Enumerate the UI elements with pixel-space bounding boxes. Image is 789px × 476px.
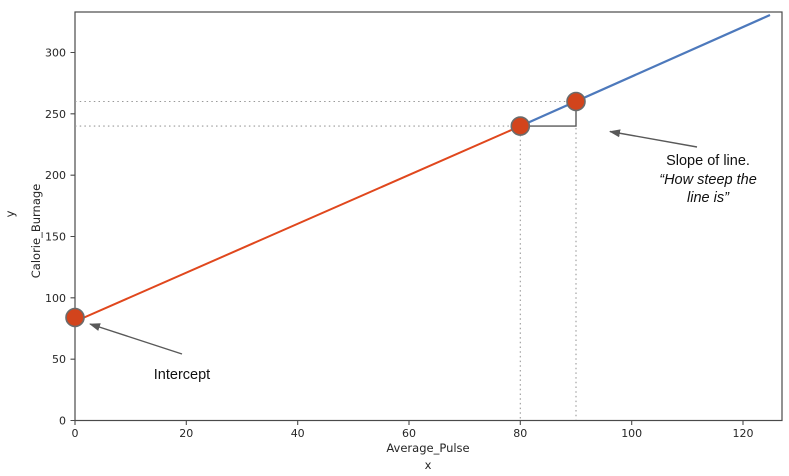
y-tick-label: 200 [45,169,66,182]
x-tick-label: 80 [513,427,527,440]
y-axis-tick-marks [70,51,75,422]
slope-label-line-2: “How steep the [659,172,757,188]
y-tick-label: 0 [59,415,66,428]
slope-arrow [609,129,698,148]
slope-rise-point [566,91,586,112]
slope-label-line-3: line is” [687,190,730,206]
y-tick-label: 300 [45,47,66,60]
regression-line-blue-segment [519,13,771,128]
plot-border [74,11,783,422]
y-axis-title: Calorie_Burnage [29,184,43,278]
slope-run-point [510,116,531,136]
x-axis-tick-marks [74,420,744,425]
x-axis-secondary-title: x [425,458,432,472]
slope-label-line-1: Slope of line. [666,153,750,169]
x-tick-label: 100 [621,427,642,440]
x-tick-label: 120 [733,427,754,440]
x-tick-label: 0 [72,427,79,440]
x-tick-label: 40 [291,427,305,440]
y-tick-label: 100 [45,292,66,305]
intercept-arrow [89,323,183,355]
x-axis-title: Average_Pulse [386,441,469,455]
regression-line-red-segment [74,125,521,323]
x-tick-label: 20 [179,427,193,440]
y-tick-label: 150 [45,231,66,244]
intercept-point [65,307,85,328]
y-tick-label: 250 [45,108,66,121]
y-axis-secondary-title: y [3,210,17,217]
x-tick-label: 60 [402,427,416,440]
intercept-label: Intercept [154,367,210,383]
y-tick-label: 50 [52,353,66,366]
